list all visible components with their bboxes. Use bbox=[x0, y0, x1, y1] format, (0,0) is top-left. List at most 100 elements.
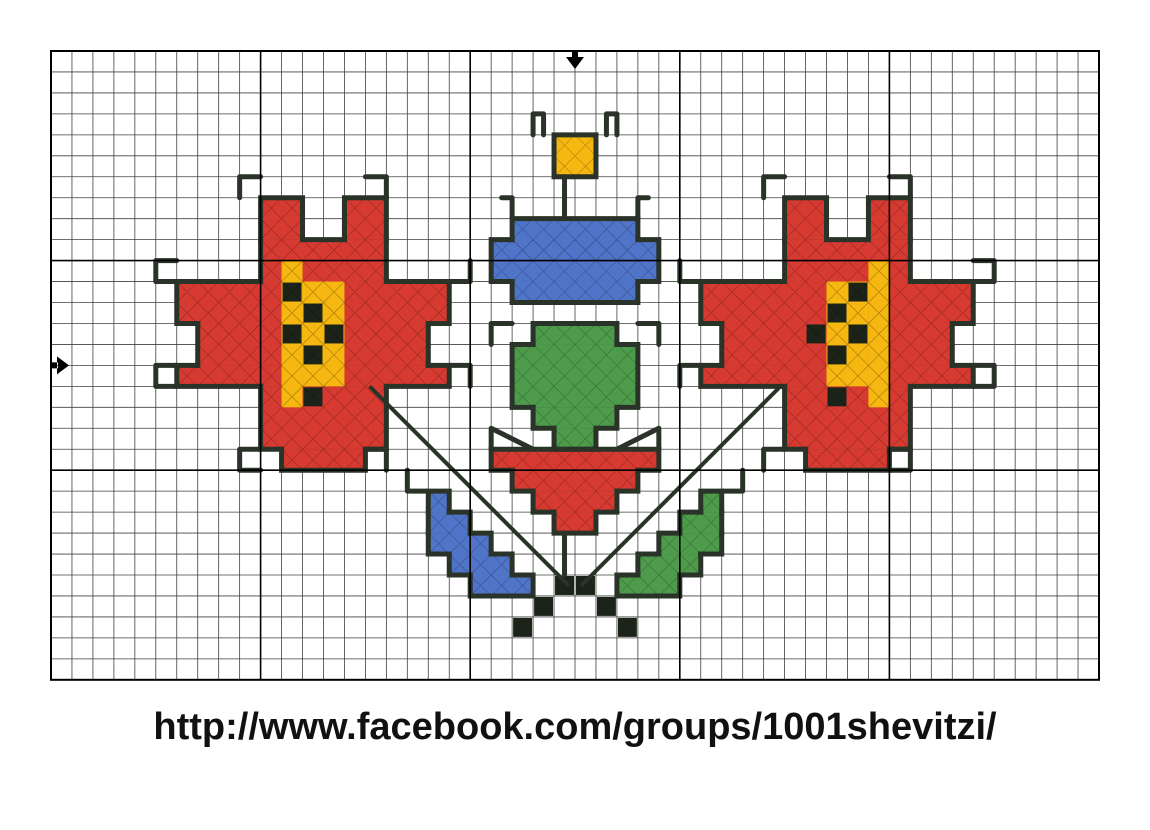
stitch-cross bbox=[637, 553, 701, 576]
stitch-cross bbox=[553, 134, 597, 177]
curl-4 bbox=[635, 195, 651, 222]
stitch-cross bbox=[281, 449, 366, 471]
green-lower-leaf bbox=[616, 491, 722, 596]
green-lower-leaf-cell bbox=[700, 491, 722, 513]
green-diamond-outline bbox=[530, 320, 620, 347]
green-diamond-cell bbox=[533, 407, 617, 429]
stitch-cross bbox=[302, 281, 345, 387]
curl-10 bbox=[404, 467, 431, 494]
curl-5 bbox=[488, 320, 515, 347]
blue-top-block-outline bbox=[509, 279, 641, 306]
stitch-cross bbox=[260, 386, 387, 450]
stitch-cross bbox=[616, 574, 681, 597]
red-center-cup-outline bbox=[509, 467, 641, 494]
green-diamond-outline bbox=[530, 404, 620, 431]
black-stitch bbox=[282, 282, 302, 302]
black-stitch bbox=[827, 387, 847, 407]
green-lower-leaf-outline bbox=[614, 572, 683, 599]
blue-lower-leaf-cell bbox=[428, 491, 450, 513]
red-right-flower-outline bbox=[719, 320, 955, 368]
black-stitch bbox=[827, 345, 847, 365]
red-left-flower-outline bbox=[174, 362, 452, 389]
stitch-cross bbox=[490, 449, 660, 471]
blue-lower-leaf bbox=[428, 491, 534, 596]
stitch-cross bbox=[658, 532, 722, 555]
stitch-cross bbox=[679, 511, 722, 534]
top-center-arrow-icon bbox=[566, 51, 584, 69]
stitch-cross bbox=[511, 281, 639, 303]
curl-8 bbox=[614, 425, 662, 452]
stitch-cross bbox=[490, 239, 660, 282]
black-stitch bbox=[848, 324, 868, 344]
grid-major-lines bbox=[51, 51, 1099, 680]
curl-25 bbox=[970, 362, 997, 389]
red-center-cup-cell bbox=[533, 491, 617, 513]
stitch-cross bbox=[805, 449, 890, 471]
stitch-cross bbox=[428, 511, 471, 534]
red-left-flower-outline bbox=[195, 320, 431, 368]
black-stitch bbox=[806, 324, 826, 344]
stitch-cross bbox=[176, 281, 450, 324]
green-diamond-outline bbox=[509, 341, 641, 410]
curl-13 bbox=[362, 174, 389, 201]
backstitch-outlines bbox=[153, 111, 997, 599]
black-stitch bbox=[303, 387, 323, 407]
left-stem bbox=[368, 384, 571, 587]
green-lower-leaf-cell bbox=[616, 575, 680, 596]
curl-0 bbox=[530, 111, 547, 138]
red-left-flower-cell bbox=[260, 386, 387, 450]
stitch-cross bbox=[428, 532, 492, 555]
left-center-arrow-icon bbox=[51, 356, 69, 375]
stitch-cross bbox=[868, 260, 890, 408]
footer-url[interactable]: http://www.facebook.com/groups/1001shevi… bbox=[153, 706, 997, 748]
black-stitch bbox=[576, 576, 595, 595]
red-center-cup bbox=[491, 449, 659, 534]
red-right-flower-cell bbox=[784, 386, 911, 450]
curl-3 bbox=[499, 195, 515, 222]
curl-20 bbox=[761, 174, 788, 201]
red-center-cup-cell bbox=[512, 470, 638, 492]
green-diamond bbox=[512, 323, 638, 450]
stitch-cross bbox=[784, 386, 911, 450]
red-right-flower-outline bbox=[782, 237, 913, 285]
stitch-cross bbox=[197, 323, 429, 366]
stitch-cross bbox=[700, 365, 974, 387]
blue-lower-leaf-cell bbox=[428, 512, 471, 534]
blue-lower-leaf-cell bbox=[449, 554, 513, 575]
green-lower-leaf-cell bbox=[637, 554, 701, 575]
blue-lower-leaf-outline bbox=[425, 530, 494, 557]
stitch-cross bbox=[532, 407, 618, 429]
red-right-flower-cell bbox=[784, 197, 827, 240]
curl-7 bbox=[488, 425, 536, 452]
stitch-cross bbox=[532, 323, 618, 345]
green-diamond-cell bbox=[533, 323, 617, 345]
red-left-flower-outline bbox=[174, 279, 452, 326]
black-stitch bbox=[324, 324, 344, 344]
stitch-cross bbox=[721, 323, 953, 366]
red-right-flower-cell bbox=[805, 449, 890, 471]
stitch-cross bbox=[700, 281, 974, 324]
stitch-cross bbox=[532, 490, 618, 513]
stitch-cross bbox=[176, 365, 450, 387]
stitch-cross bbox=[281, 260, 303, 408]
red-left-flower-outline bbox=[341, 195, 389, 243]
curl-26 bbox=[761, 446, 788, 473]
black-stitch bbox=[282, 324, 302, 344]
curl-16 bbox=[153, 362, 180, 389]
red-center-cup-cell bbox=[554, 512, 596, 534]
blue-lower-leaf-cell bbox=[428, 533, 492, 555]
black-stitch bbox=[534, 596, 554, 616]
red-right-flower-outline bbox=[698, 362, 976, 389]
yellow-top-square bbox=[554, 134, 596, 177]
stitch-cross bbox=[553, 511, 597, 534]
red-right-flower-outline bbox=[865, 195, 913, 243]
blue-lower-leaf-cell bbox=[470, 575, 534, 596]
stitch-cross bbox=[784, 239, 911, 282]
curl-6 bbox=[635, 320, 662, 347]
black-stitch bbox=[513, 617, 533, 637]
stitch-cross bbox=[344, 197, 387, 240]
red-center-cup-outline bbox=[530, 488, 620, 515]
curl-11 bbox=[719, 467, 746, 494]
yellow-top-square-cell bbox=[554, 134, 596, 177]
right-stem bbox=[579, 384, 782, 587]
